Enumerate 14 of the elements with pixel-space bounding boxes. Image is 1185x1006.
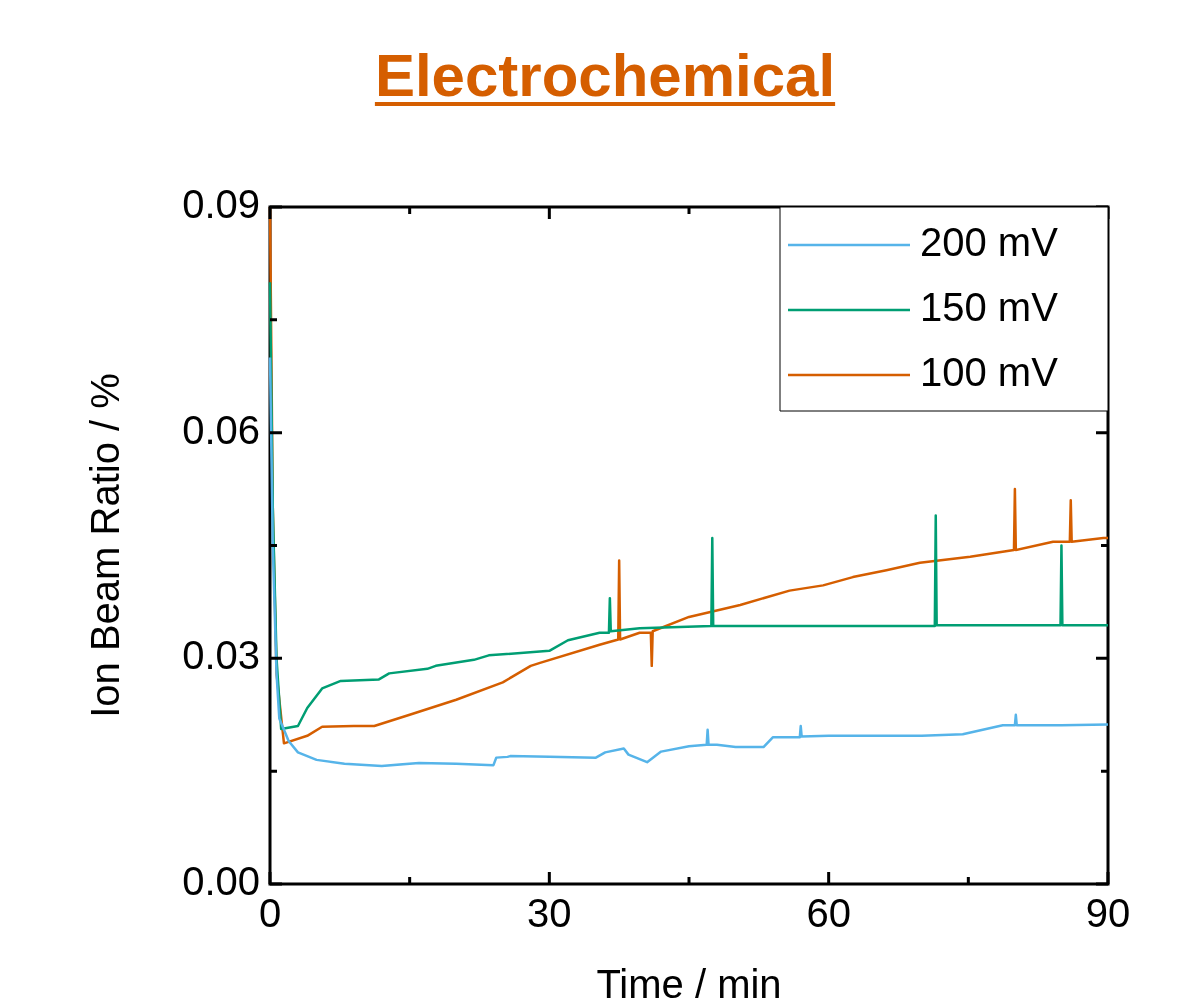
legend-label: 200 mV xyxy=(920,220,1059,265)
x-tick-label: 60 xyxy=(806,891,851,936)
y-tick-label: 0.06 xyxy=(182,407,260,452)
y-tick-label: 0.09 xyxy=(182,182,260,227)
x-tick-label: 90 xyxy=(1085,891,1131,936)
x-tick-label: 0 xyxy=(258,891,282,936)
y-tick-label: 0.00 xyxy=(182,859,260,904)
x-axis-title: Time / min xyxy=(596,962,782,1006)
legend-label: 100 mV xyxy=(920,350,1059,395)
legend-label: 150 mV xyxy=(920,285,1059,330)
y-axis-title: Ion Beam Ratio / % xyxy=(83,373,128,718)
x-tick-label: 30 xyxy=(527,891,572,936)
chart-title: Electrochemical xyxy=(374,42,836,109)
y-tick-label: 0.03 xyxy=(182,633,260,678)
